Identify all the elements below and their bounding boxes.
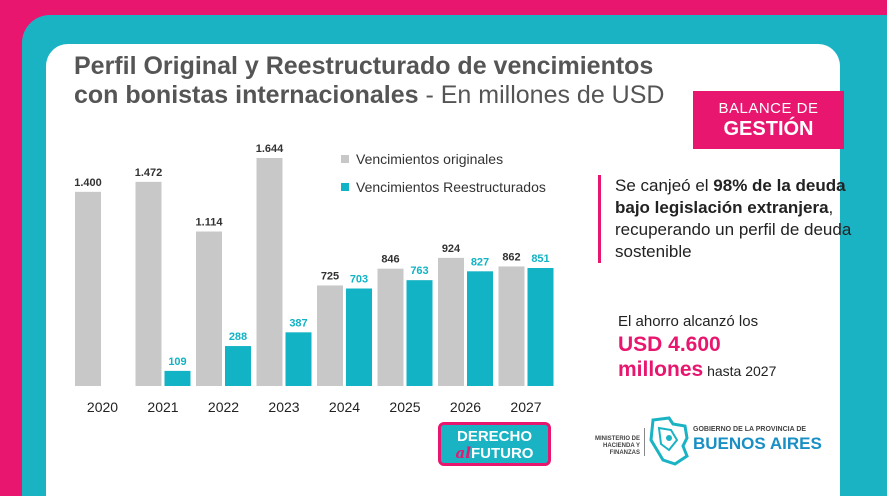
pba-line1: GOBIERNO DE LA PROVINCIA DE bbox=[693, 426, 807, 433]
bar-label-original-2022: 1.114 bbox=[196, 217, 224, 229]
x-tick-2023: 2023 bbox=[268, 399, 299, 415]
x-tick-2027: 2027 bbox=[510, 399, 541, 415]
savings-block: El ahorro alcanzó los USD 4.600 millones… bbox=[618, 312, 843, 384]
badge-line1: BALANCE DE bbox=[718, 100, 819, 117]
bar-chart: 1.400 2020 1.472 109 2021 1.114 288 2022 1.644 38… bbox=[74, 143, 554, 415]
bar-label-restructured-2023: 387 bbox=[289, 317, 307, 329]
bar-restructured-2025 bbox=[406, 280, 433, 386]
bar-original-2026 bbox=[438, 257, 464, 386]
bar-label-original-2025: 846 bbox=[381, 254, 399, 266]
bar-restructured-2027 bbox=[527, 267, 554, 386]
bar-restructured-2022 bbox=[225, 346, 251, 386]
savings-unit: millones bbox=[618, 358, 704, 381]
bar-label-original-2021: 1.472 bbox=[135, 167, 163, 179]
bar-original-2022 bbox=[196, 231, 222, 386]
bar-label-restructured-2026: 827 bbox=[471, 256, 489, 268]
x-tick-2025: 2025 bbox=[389, 399, 420, 415]
bar-label-restructured-2021: 109 bbox=[168, 356, 186, 368]
bar-label-restructured-2022: 288 bbox=[229, 331, 247, 343]
badge-line2: GESTIÓN bbox=[723, 118, 814, 140]
derecho-al-futuro-logo: DERECHO alFUTURO bbox=[438, 422, 551, 466]
legend-label-original: Vencimientos originales bbox=[356, 151, 503, 167]
legend-swatch-restructured bbox=[341, 183, 349, 191]
bar-original-2027 bbox=[498, 266, 525, 386]
buenos-aires-map-icon bbox=[649, 416, 689, 466]
savings-tail: hasta 2027 bbox=[703, 363, 777, 379]
bar-label-original-2020: 1.400 bbox=[74, 177, 102, 189]
bar-original-2020 bbox=[75, 191, 101, 386]
buenos-aires-logo: GOBIERNO DE LA PROVINCIA DE BUENOS AIRES bbox=[693, 425, 822, 453]
logo-divider bbox=[644, 428, 645, 456]
bar-restructured-2026 bbox=[467, 271, 493, 386]
x-tick-2022: 2022 bbox=[208, 399, 239, 415]
balance-badge: BALANCE DE GESTIÓN bbox=[693, 91, 844, 149]
title-main: Perfil Original y Reestructurado de venc… bbox=[74, 52, 654, 109]
x-tick-2026: 2026 bbox=[450, 399, 481, 415]
bar-label-original-2027: 862 bbox=[502, 251, 520, 263]
bar-original-2023 bbox=[256, 158, 283, 386]
pba-line2: BUENOS AIRES bbox=[693, 434, 822, 453]
bar-label-original-2023: 1.644 bbox=[256, 143, 284, 155]
page-title: Perfil Original y Reestructurado de venc… bbox=[74, 52, 694, 110]
bar-label-original-2024: 725 bbox=[321, 270, 339, 282]
derecho-futuro: FUTURO bbox=[470, 445, 534, 462]
ministerio-label: MINISTERIO DE HACIENDA Y FINANZAS bbox=[594, 436, 640, 456]
statement-part-c: , recuperando un perfil de deuda sosteni… bbox=[615, 198, 852, 261]
legend-swatch-original bbox=[341, 155, 349, 163]
bar-original-2024 bbox=[317, 285, 343, 386]
bar-label-restructured-2024: 703 bbox=[350, 274, 368, 286]
savings-intro: El ahorro alcanzó los bbox=[618, 313, 759, 330]
bar-label-restructured-2025: 763 bbox=[410, 265, 428, 277]
title-subtitle: - En millones de USD bbox=[425, 81, 665, 109]
bar-restructured-2024 bbox=[346, 288, 372, 386]
bar-restructured-2023 bbox=[285, 332, 312, 386]
statement-highlight: 98% de la deuda bajo legislación extranj… bbox=[615, 176, 846, 217]
derecho-al: al bbox=[455, 444, 471, 462]
bar-restructured-2021 bbox=[164, 370, 191, 386]
savings-amount: USD 4.600 bbox=[618, 333, 721, 356]
x-tick-2020: 2020 bbox=[87, 399, 118, 415]
bar-label-original-2026: 924 bbox=[442, 243, 461, 255]
bar-label-restructured-2027: 851 bbox=[531, 253, 549, 265]
bar-original-2021 bbox=[135, 181, 162, 386]
derecho-line1: DERECHO bbox=[456, 428, 532, 445]
exchange-statement: Se canjeó el 98% de la deuda bajo legisl… bbox=[598, 175, 855, 263]
bar-original-2025 bbox=[377, 268, 404, 386]
statement-part-a: Se canjeó el bbox=[615, 176, 714, 195]
x-tick-2021: 2021 bbox=[147, 399, 178, 415]
x-tick-2024: 2024 bbox=[329, 399, 360, 415]
legend-label-restructured: Vencimientos Reestructurados bbox=[356, 179, 546, 195]
